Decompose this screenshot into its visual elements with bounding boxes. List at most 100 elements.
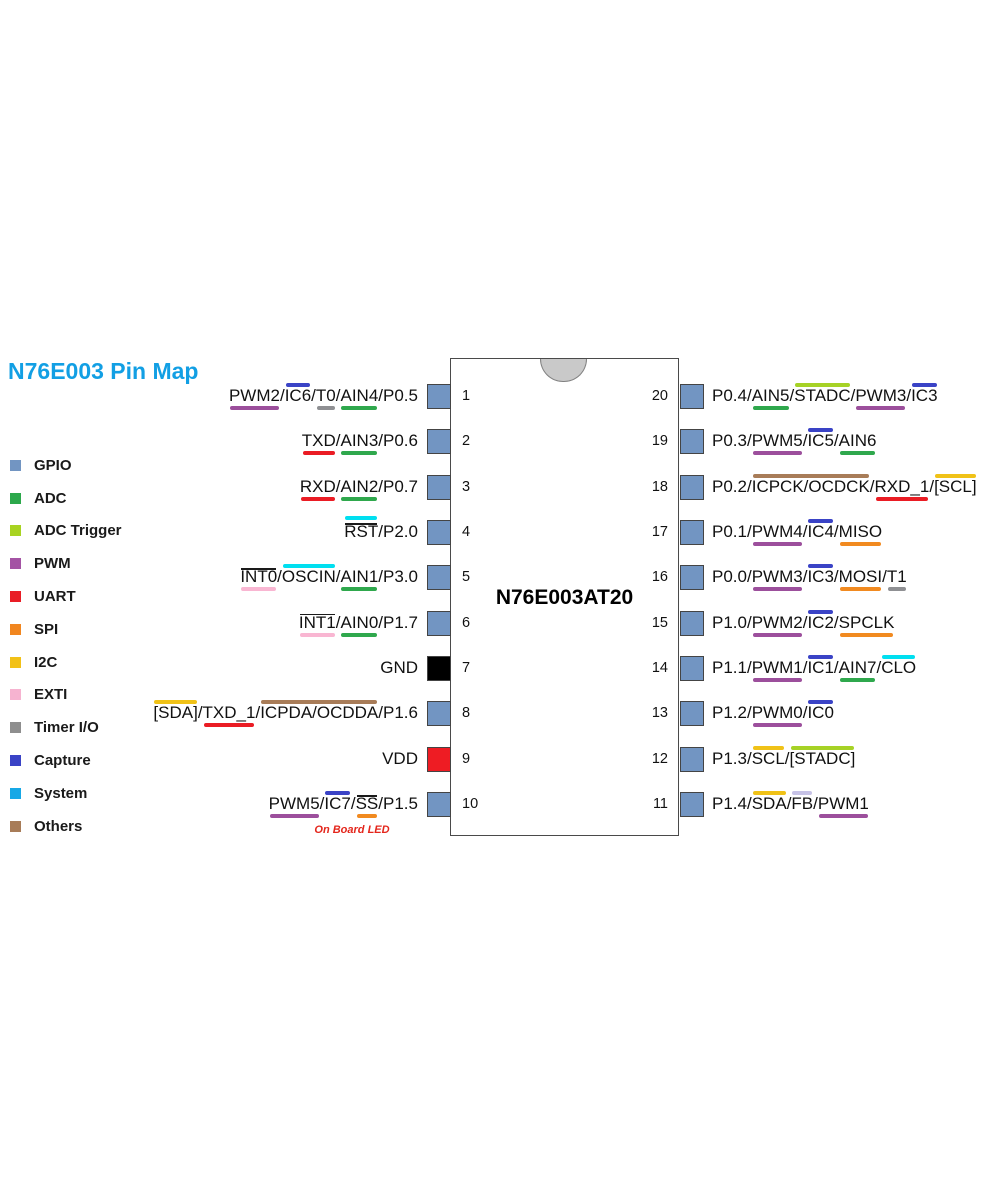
separator: / <box>277 567 282 587</box>
pin-number-8: 8 <box>462 705 471 722</box>
function-line-pwm <box>229 406 279 410</box>
pin-label-15: P1.0/PWM2/IC2/SPCLK <box>712 609 894 637</box>
pin-label-20: P0.4/AIN5/STADC/PWM3/IC3 <box>712 383 938 410</box>
function-line-system <box>282 564 335 569</box>
pin-square-8 <box>427 701 451 727</box>
function-line-i2c <box>935 473 976 478</box>
pin-label-5: INT0/OSCIN/AIN1/P3.0 <box>240 564 418 592</box>
separator: / <box>789 386 795 405</box>
function-line-adc <box>341 496 378 501</box>
pin-label-segment: AIN1 <box>340 564 378 592</box>
function-line-pwm <box>752 678 802 683</box>
legend-item-pwm: PWM <box>10 547 122 580</box>
function-line-adc <box>341 587 378 592</box>
pin-label-segment: PWM0 <box>752 700 803 728</box>
separator: / <box>746 431 752 451</box>
separator: / <box>850 386 856 405</box>
legend-label: Timer I/O <box>34 719 99 737</box>
pin-square-6 <box>427 610 451 636</box>
function-line-i2c <box>154 700 197 705</box>
pin-label-segment: PWM3 <box>752 564 803 592</box>
separator: / <box>335 567 341 587</box>
pin-label-segment: P1.0 <box>712 612 747 632</box>
pin-label-segment: P3.0 <box>383 567 418 587</box>
pin-label-segment: P0.1 <box>712 522 747 542</box>
separator: / <box>335 476 341 496</box>
pin-label-segment: PWM5 <box>269 791 320 819</box>
pin-label-segment: IC5 <box>807 428 834 454</box>
pin-label-segment: AIN7 <box>839 655 876 683</box>
pin-label-19: P0.3/PWM5/IC5/AIN6 <box>712 428 876 456</box>
pin-square-15 <box>680 610 704 636</box>
function-line-capture <box>325 791 350 796</box>
legend-swatch-icon <box>10 755 21 767</box>
separator: / <box>378 567 384 587</box>
function-line-pwm <box>752 542 802 547</box>
pin-label-segment: SDA <box>752 791 787 817</box>
pin-square-7 <box>427 656 451 682</box>
legend-label: System <box>34 784 88 802</box>
pin-square-12 <box>680 746 704 772</box>
separator: / <box>784 748 790 768</box>
pin-number-20: 20 <box>651 388 668 404</box>
legend-item-timer-i-o: Timer I/O <box>10 711 122 744</box>
pin-label-segment: PWM1 <box>818 791 869 819</box>
separator: / <box>319 794 325 814</box>
separator: / <box>378 431 384 451</box>
legend-item-uart: UART <box>10 580 122 613</box>
pin-number-13: 13 <box>651 705 668 722</box>
legend-label: GPIO <box>34 456 72 474</box>
separator: / <box>802 431 808 451</box>
pin-label-17: P0.1/PWM4/IC4/MISO <box>712 519 882 547</box>
pin-label-segment: P0.6 <box>383 431 418 451</box>
separator: / <box>746 386 752 405</box>
pin-label-segment: AIN0 <box>340 610 378 637</box>
separator: / <box>746 612 752 632</box>
pin-square-1 <box>427 384 451 409</box>
onboard-led-note: On Board LED <box>314 824 390 836</box>
pin-number-7: 7 <box>462 660 471 677</box>
separator: / <box>746 567 752 587</box>
function-line-uart <box>302 451 335 456</box>
pin-number-1: 1 <box>462 388 471 404</box>
function-line-timer <box>316 406 335 410</box>
pin-label-segment: SPCLK <box>839 610 894 637</box>
pin-number-5: 5 <box>462 569 471 586</box>
function-line-adc <box>341 632 378 637</box>
function-line-spi <box>839 587 882 592</box>
pin-label-segment: P2.0 <box>383 522 418 542</box>
pin-label-segment: IC3 <box>807 564 834 590</box>
function-line-uart <box>875 496 929 501</box>
legend-swatch-icon <box>10 689 21 701</box>
pin-label-segment: P1.1 <box>712 658 747 678</box>
pin-label-segment: IC1 <box>807 655 834 681</box>
pin-square-10 <box>427 792 451 818</box>
function-line-system <box>882 655 916 660</box>
legend-swatch-icon <box>10 525 21 537</box>
function-line-capture <box>808 428 833 433</box>
legend-swatch-icon <box>10 623 21 635</box>
pin-label-segment: FB <box>791 791 813 817</box>
pin-label-segment: IC0 <box>807 700 834 726</box>
legend-swatch-icon <box>10 558 21 570</box>
legend-label: Capture <box>34 752 91 770</box>
separator: / <box>255 703 261 723</box>
function-line-adc <box>341 406 378 410</box>
pin-square-2 <box>427 429 451 455</box>
function-line-adc <box>839 451 876 456</box>
pin-label-segment: VDD <box>382 748 418 768</box>
pin-label-segment: AIN5 <box>752 383 790 410</box>
pin-label-11: P1.4/SDA/FB/PWM1 <box>712 791 869 819</box>
function-line-spi <box>839 632 894 637</box>
pin-label-segment: IC6 <box>285 383 311 409</box>
function-line-system <box>345 516 378 521</box>
separator: / <box>833 612 839 632</box>
pin-number-18: 18 <box>651 478 668 495</box>
separator: / <box>335 612 341 632</box>
function-line-capture <box>285 383 311 387</box>
pin-square-18 <box>680 474 704 500</box>
pin-label-16: P0.0/PWM3/IC3/MOSI/T1 <box>712 564 907 592</box>
separator: / <box>378 476 384 496</box>
pin-square-20 <box>680 384 704 409</box>
